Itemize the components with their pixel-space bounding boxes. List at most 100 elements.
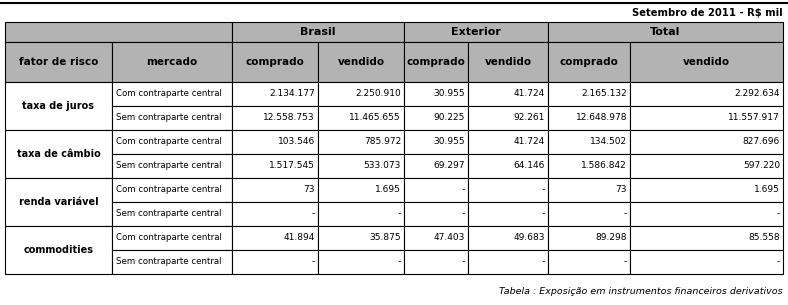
Bar: [112, 178, 232, 202]
Text: Brasil: Brasil: [300, 27, 336, 37]
Bar: [5, 82, 112, 130]
Bar: [232, 42, 318, 82]
Bar: [404, 202, 468, 226]
Text: -: -: [312, 210, 315, 218]
Text: -: -: [777, 210, 780, 218]
Text: -: -: [541, 185, 545, 195]
Bar: [548, 106, 630, 130]
Text: 49.683: 49.683: [514, 234, 545, 242]
Text: comprado: comprado: [407, 57, 466, 67]
Text: 35.875: 35.875: [370, 234, 401, 242]
Text: 2.165.132: 2.165.132: [582, 89, 627, 99]
Bar: [548, 22, 783, 42]
Text: -: -: [541, 210, 545, 218]
Bar: [404, 154, 468, 178]
Text: 11.465.655: 11.465.655: [349, 113, 401, 123]
Bar: [232, 130, 318, 154]
Bar: [404, 82, 468, 106]
Bar: [5, 22, 232, 42]
Bar: [630, 82, 783, 106]
Text: -: -: [462, 257, 465, 267]
Bar: [112, 130, 232, 154]
Bar: [318, 106, 404, 130]
Bar: [404, 178, 468, 202]
Bar: [468, 154, 548, 178]
Bar: [112, 42, 232, 82]
Bar: [404, 106, 468, 130]
Bar: [468, 250, 548, 274]
Bar: [404, 130, 468, 154]
Text: 1.695: 1.695: [754, 185, 780, 195]
Bar: [630, 202, 783, 226]
Text: -: -: [777, 257, 780, 267]
Bar: [318, 154, 404, 178]
Text: Com contraparte central: Com contraparte central: [116, 234, 222, 242]
Bar: [630, 178, 783, 202]
Text: comprado: comprado: [246, 57, 304, 67]
Text: taxa de câmbio: taxa de câmbio: [17, 149, 100, 159]
Bar: [5, 42, 112, 82]
Text: 41.724: 41.724: [514, 138, 545, 146]
Text: 134.502: 134.502: [590, 138, 627, 146]
Bar: [548, 130, 630, 154]
Bar: [5, 178, 112, 226]
Bar: [232, 22, 404, 42]
Bar: [232, 226, 318, 250]
Bar: [468, 202, 548, 226]
Text: Setembro de 2011 - R$ mil: Setembro de 2011 - R$ mil: [633, 9, 783, 19]
Text: -: -: [462, 210, 465, 218]
Bar: [468, 226, 548, 250]
Bar: [630, 130, 783, 154]
Text: 1.695: 1.695: [375, 185, 401, 195]
Text: 597.220: 597.220: [743, 162, 780, 170]
Bar: [548, 82, 630, 106]
Text: 41.894: 41.894: [284, 234, 315, 242]
Bar: [404, 22, 548, 42]
Text: Com contraparte central: Com contraparte central: [116, 138, 222, 146]
Bar: [468, 82, 548, 106]
Text: 2.250.910: 2.250.910: [355, 89, 401, 99]
Text: 30.955: 30.955: [433, 89, 465, 99]
Text: 12.558.753: 12.558.753: [263, 113, 315, 123]
Text: vendido: vendido: [485, 57, 532, 67]
Text: Total: Total: [650, 27, 681, 37]
Text: 2.134.177: 2.134.177: [269, 89, 315, 99]
Bar: [468, 178, 548, 202]
Bar: [112, 226, 232, 250]
Text: vendido: vendido: [683, 57, 730, 67]
Text: -: -: [398, 210, 401, 218]
Bar: [5, 130, 112, 178]
Bar: [630, 154, 783, 178]
Text: 92.261: 92.261: [514, 113, 545, 123]
Bar: [112, 82, 232, 106]
Bar: [232, 250, 318, 274]
Text: taxa de juros: taxa de juros: [23, 101, 95, 111]
Text: 785.972: 785.972: [364, 138, 401, 146]
Bar: [112, 154, 232, 178]
Text: Sem contraparte central: Sem contraparte central: [116, 113, 221, 123]
Text: -: -: [462, 185, 465, 195]
Bar: [468, 42, 548, 82]
Bar: [318, 82, 404, 106]
Bar: [318, 42, 404, 82]
Bar: [548, 226, 630, 250]
Text: 2.292.634: 2.292.634: [734, 89, 780, 99]
Text: mercado: mercado: [147, 57, 198, 67]
Bar: [232, 106, 318, 130]
Text: -: -: [624, 210, 627, 218]
Text: 30.955: 30.955: [433, 138, 465, 146]
Text: 11.557.917: 11.557.917: [728, 113, 780, 123]
Bar: [404, 226, 468, 250]
Text: Sem contraparte central: Sem contraparte central: [116, 257, 221, 267]
Text: 85.558: 85.558: [749, 234, 780, 242]
Text: Sem contraparte central: Sem contraparte central: [116, 210, 221, 218]
Bar: [468, 130, 548, 154]
Text: Tabela : Exposição em instrumentos financeiros derivativos: Tabela : Exposição em instrumentos finan…: [500, 288, 783, 296]
Bar: [5, 226, 112, 274]
Bar: [232, 82, 318, 106]
Text: renda variável: renda variável: [19, 197, 98, 207]
Text: 73: 73: [303, 185, 315, 195]
Bar: [404, 250, 468, 274]
Bar: [232, 202, 318, 226]
Bar: [232, 178, 318, 202]
